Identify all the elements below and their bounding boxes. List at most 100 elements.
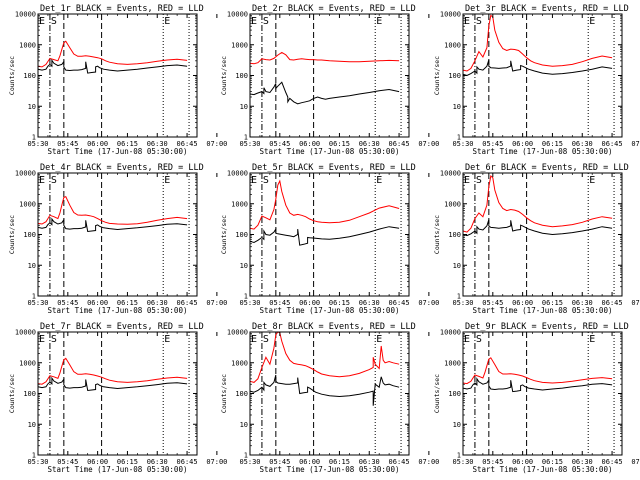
y-tick-label: 1	[457, 134, 461, 142]
y-tick-label: 100	[448, 231, 461, 239]
event-marker-label: E	[589, 175, 595, 186]
series-events-line	[462, 377, 613, 393]
x-tick-label: 05:30	[452, 299, 473, 307]
plot-frame	[37, 13, 198, 138]
x-tick-label: 06:30	[572, 140, 593, 148]
x-axis-label: Start Time (17-Jun-08 05:30:00)	[48, 465, 188, 474]
x-tick-label: 05:45	[482, 458, 503, 466]
x-axis-label: Start Time (17-Jun-08 05:30:00)	[260, 147, 400, 156]
x-tick-label: 07:00	[418, 140, 439, 148]
x-tick-label: 06:00	[87, 458, 108, 466]
y-tick-label: 100	[235, 72, 248, 80]
x-tick-label: 05:45	[482, 140, 503, 148]
y-tick-label: 10	[240, 103, 248, 111]
y-tick-label: 10000	[227, 11, 248, 19]
y-tick-label: 1	[457, 293, 461, 301]
plot-frame	[462, 172, 623, 297]
x-tick-label: 06:45	[602, 299, 623, 307]
chart-panel-3: Det_3r BLACK = Events, RED = LLD 1 10 100 10…	[433, 4, 640, 156]
series-lld-line	[462, 357, 613, 385]
y-tick-label: 1	[32, 293, 36, 301]
y-axis-label: Counts/sec	[433, 374, 441, 413]
event-marker-label: E	[251, 175, 257, 186]
series-lld-line	[462, 175, 613, 233]
y-tick-label: 100	[235, 231, 248, 239]
chart-title: Det_7r BLACK = Events, RED = LLD	[40, 322, 204, 332]
event-marker-label: E	[589, 334, 595, 345]
y-tick-label: 10	[28, 103, 36, 111]
chart-title: Det_1r BLACK = Events, RED = LLD	[40, 4, 204, 14]
y-axis-label: Counts/sec	[8, 374, 16, 413]
event-marker-label: S	[476, 334, 482, 345]
plot-frame	[462, 13, 623, 138]
series-lld-line	[249, 51, 400, 65]
event-marker-label: E	[39, 334, 45, 345]
event-marker-label: S	[476, 175, 482, 186]
y-axis-label: Counts/sec	[8, 215, 16, 254]
x-tick-label: 05:30	[239, 140, 260, 148]
y-tick-label: 10000	[440, 11, 461, 19]
event-marker-label: E	[251, 334, 257, 345]
x-tick-label: 06:15	[329, 299, 350, 307]
x-tick-label: 06:00	[87, 140, 108, 148]
y-tick-label: 10000	[227, 170, 248, 178]
x-tick-label: 06:00	[299, 140, 320, 148]
y-tick-label: 10	[453, 103, 461, 111]
x-tick-label: 06:00	[512, 299, 533, 307]
y-tick-label: 10000	[440, 170, 461, 178]
chart-title: Det_5r BLACK = Events, RED = LLD	[252, 163, 416, 173]
x-tick-label: 07:00	[631, 140, 640, 148]
y-tick-label: 1000	[444, 359, 461, 367]
y-axis-label: Counts/sec	[433, 215, 441, 254]
chart-panel-7: Det_7r BLACK = Events, RED = LLD 1 10 100 10…	[8, 322, 227, 474]
event-marker-label: E	[164, 16, 170, 27]
y-tick-label: 1000	[231, 41, 248, 49]
x-tick-label: 07:00	[631, 458, 640, 466]
x-tick-label: 06:00	[299, 458, 320, 466]
series-lld-line	[37, 196, 188, 225]
plot-frame	[37, 172, 198, 297]
y-tick-label: 100	[23, 231, 36, 239]
series-events-line	[37, 58, 188, 74]
y-tick-label: 10	[28, 262, 36, 270]
event-marker-label: E	[464, 16, 470, 27]
y-tick-label: 10	[240, 421, 248, 429]
event-marker-label: S	[51, 175, 57, 186]
x-axis-label: Start Time (17-Jun-08 05:30:00)	[473, 306, 613, 315]
y-tick-label: 10000	[227, 329, 248, 337]
x-tick-label: 06:00	[87, 299, 108, 307]
x-tick-label: 06:45	[602, 140, 623, 148]
y-axis-label: Counts/sec	[220, 374, 228, 413]
y-tick-label: 1000	[444, 200, 461, 208]
x-tick-label: 06:45	[177, 140, 198, 148]
x-tick-label: 07:00	[631, 299, 640, 307]
x-tick-label: 05:45	[482, 299, 503, 307]
series-events-line	[462, 59, 613, 77]
y-tick-label: 1	[32, 134, 36, 142]
x-tick-label: 05:45	[57, 140, 78, 148]
x-tick-label: 06:30	[359, 458, 380, 466]
x-tick-label: 06:45	[177, 299, 198, 307]
event-marker-label: E	[376, 334, 382, 345]
x-tick-label: 05:45	[269, 140, 290, 148]
x-tick-label: 05:30	[27, 458, 48, 466]
y-axis-label: Counts/sec	[220, 56, 228, 95]
y-tick-label: 1000	[231, 200, 248, 208]
event-marker-label: S	[476, 16, 482, 27]
x-tick-label: 06:30	[572, 458, 593, 466]
event-marker-label: E	[376, 175, 382, 186]
x-tick-label: 07:00	[206, 299, 227, 307]
y-axis-label: Counts/sec	[8, 56, 16, 95]
x-axis-label: Start Time (17-Jun-08 05:30:00)	[260, 306, 400, 315]
y-tick-label: 100	[23, 390, 36, 398]
x-tick-label: 06:15	[117, 140, 138, 148]
y-tick-label: 1	[32, 452, 36, 460]
y-tick-label: 10	[453, 262, 461, 270]
event-marker-label: E	[251, 16, 257, 27]
y-tick-label: 1	[244, 293, 248, 301]
x-tick-label: 06:45	[602, 458, 623, 466]
series-events-line	[249, 226, 400, 246]
x-tick-label: 06:15	[542, 140, 563, 148]
x-tick-label: 06:15	[329, 458, 350, 466]
